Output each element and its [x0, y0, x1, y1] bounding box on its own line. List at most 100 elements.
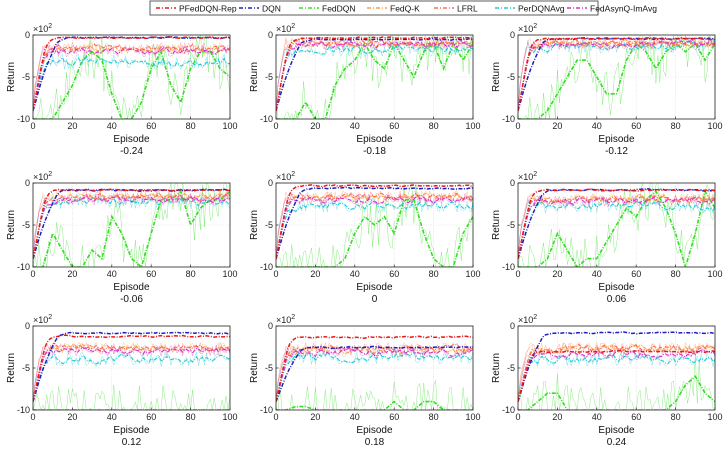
- y-axis-label: Return: [6, 62, 17, 92]
- y-axis-label: Return: [249, 62, 260, 92]
- series-fedasynq-imavg-raw: [518, 38, 715, 114]
- series-perdqnavg-raw: [33, 351, 230, 403]
- y-tick-label: -5: [22, 72, 30, 82]
- x-tick-label: 100: [222, 412, 237, 422]
- series-feddqn-raw: [518, 183, 715, 267]
- series-lfrl: [518, 343, 715, 402]
- x-tick-label: 60: [389, 121, 399, 131]
- series-feddqn-raw: [518, 355, 715, 410]
- x-axis-label: Episode: [113, 425, 150, 436]
- series-lfrl-raw: [276, 36, 473, 112]
- x-tick-label: 60: [631, 412, 641, 422]
- series-perdqnavg: [33, 56, 230, 111]
- x-tick-label: 40: [107, 269, 117, 279]
- x-tick-label: 60: [146, 412, 156, 422]
- y-axis-label: Return: [491, 210, 502, 240]
- x-tick-label: 80: [186, 121, 196, 131]
- x-axis-label: Episode: [598, 425, 635, 436]
- y-tick-label: 0: [25, 30, 30, 40]
- legend-label-fedasynq-imavg: FedAsynQ-ImAvg: [590, 4, 657, 14]
- panel-subtitle: 0.18: [365, 437, 385, 448]
- x-tick-label: 20: [67, 269, 77, 279]
- y-tick-label: 0: [25, 321, 30, 331]
- panel-subtitle: 0.12: [122, 437, 142, 448]
- x-tick-label: 0: [30, 269, 35, 279]
- series-fedasynq-imavg: [276, 347, 473, 402]
- y-tick-label: -10: [260, 262, 273, 272]
- series-fedasynq-imavg-raw: [33, 44, 230, 112]
- legend-label-lfrl: LFRL: [457, 4, 478, 14]
- x-tick-label: 100: [222, 269, 237, 279]
- x-tick-label: 60: [146, 269, 156, 279]
- x-tick-label: 40: [350, 121, 360, 131]
- series-fedq-k-raw: [33, 43, 230, 110]
- series-dqn: [518, 331, 715, 402]
- x-tick-label: 0: [273, 269, 278, 279]
- x-tick-label: 80: [671, 269, 681, 279]
- series-group: [518, 35, 715, 119]
- series-perdqnavg-raw: [276, 40, 473, 114]
- y-tick-label: 0: [268, 321, 273, 331]
- series-dqn: [276, 345, 473, 402]
- x-tick-label: 80: [671, 121, 681, 131]
- x-tick-label: 100: [465, 121, 480, 131]
- y-exponent-label: ×102: [33, 314, 52, 325]
- series-perdqnavg: [33, 353, 230, 402]
- series-fedasynq-imavg: [276, 195, 473, 259]
- series-group: [33, 331, 230, 410]
- series-feddqn: [33, 49, 230, 119]
- x-tick-label: 40: [350, 412, 360, 422]
- series-pfeddqn-rep: [518, 37, 715, 111]
- panel-subtitle: -0.12: [605, 146, 628, 157]
- panel-subtitle: 0.24: [607, 437, 627, 448]
- x-axis-label: Episode: [598, 134, 635, 145]
- x-tick-label: 80: [186, 412, 196, 422]
- series-group: [518, 331, 715, 410]
- series-perdqnavg-raw: [518, 198, 715, 261]
- series-group: [33, 183, 230, 267]
- x-tick-label: 100: [707, 121, 722, 131]
- series-perdqnavg-raw: [33, 192, 230, 260]
- y-exponent-label: ×102: [33, 171, 52, 182]
- y-tick-label: -10: [17, 405, 30, 415]
- x-tick-label: 20: [67, 121, 77, 131]
- y-tick-label: -10: [502, 262, 515, 272]
- legend: PFedDQN-Rep DQN FedDQN FedQ-K LFRL PerDQNAvg F…: [149, 0, 657, 16]
- x-axis-label: Episode: [356, 134, 393, 145]
- series-pfeddqn-rep: [276, 335, 473, 402]
- x-axis-label: Episode: [113, 282, 150, 293]
- x-tick-label: 0: [273, 121, 278, 131]
- series-pfeddqn-rep: [276, 36, 473, 111]
- x-tick-label: 100: [707, 412, 722, 422]
- x-tick-label: 60: [631, 269, 641, 279]
- series-group: [276, 35, 473, 119]
- y-tick-label: 0: [268, 178, 273, 188]
- panel-subtitle: 0: [372, 294, 378, 305]
- panel-subtitle: -0.24: [120, 146, 143, 157]
- x-tick-label: 0: [515, 121, 520, 131]
- panels: 0 20 40 60 80 100-10-50×102ReturnEpisode-0.24…: [6, 23, 723, 448]
- series-fedasynq-imavg: [33, 347, 230, 402]
- series-pfeddqn-rep: [518, 349, 715, 402]
- y-tick-label: -10: [260, 405, 273, 415]
- series-dqn: [33, 331, 230, 402]
- series-fedasynq-imavg-raw: [518, 347, 715, 403]
- series-dqn: [33, 36, 230, 111]
- x-tick-label: 60: [389, 269, 399, 279]
- y-axis-label: Return: [491, 353, 502, 383]
- x-tick-label: 40: [107, 412, 117, 422]
- x-tick-label: 0: [30, 121, 35, 131]
- x-tick-label: 100: [222, 121, 237, 131]
- series-fedasynq-imavg: [276, 40, 473, 111]
- series-fedasynq-imavg: [518, 349, 715, 402]
- y-tick-label: -5: [507, 72, 515, 82]
- y-axis-label: Return: [249, 210, 260, 240]
- series-group: [276, 335, 473, 410]
- y-exponent-label: ×102: [276, 314, 295, 325]
- series-fedq-k: [518, 39, 715, 111]
- series-lfrl: [276, 343, 473, 402]
- y-tick-label: -5: [265, 72, 273, 82]
